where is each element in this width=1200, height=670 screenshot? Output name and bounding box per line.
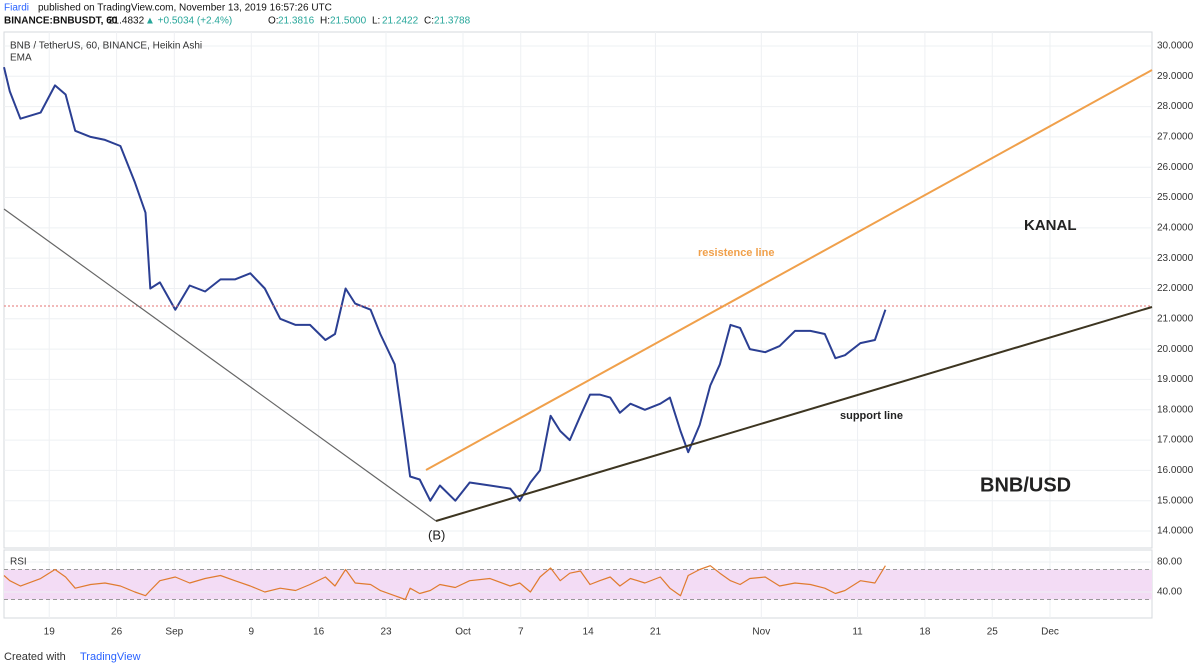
x-tick-label: Oct: [455, 627, 471, 638]
symbol: BINANCE:BNBUSDT, 60: [4, 16, 118, 27]
ohlc-item: O:: [268, 16, 279, 27]
y-tick-label: 40.00: [1157, 587, 1182, 598]
resistance-line: [425, 69, 1153, 471]
y-tick-label: 15.0000: [1157, 495, 1194, 506]
y-tick-label: 80.00: [1157, 557, 1182, 568]
annotation: support line: [840, 410, 903, 422]
ohlc-item: 21.3788: [434, 16, 471, 27]
layers: 19 26 Sep 9 16 23 Oct 7 14 21 Nov 11 18 25 Dec 14.0000 1…: [3, 32, 1194, 638]
published: published on TradingView.com, November 1…: [38, 3, 332, 14]
footer-brand: TradingView: [80, 651, 141, 663]
annotation: BNB/USD: [980, 474, 1071, 496]
rsi-band: [4, 569, 1152, 600]
support-line: [435, 306, 1153, 522]
x-tick-label: 26: [111, 627, 123, 638]
x-tick-label: 25: [987, 627, 999, 638]
x-tick-label: Nov: [752, 627, 770, 638]
x-tick-label: Dec: [1041, 627, 1059, 638]
y-tick-label: 17.0000: [1157, 435, 1194, 446]
y-tick-label: 16.0000: [1157, 465, 1194, 476]
ohlc-item: 21.2422: [382, 16, 419, 27]
x-tick-label: 23: [380, 627, 392, 638]
y-tick-label: 23.0000: [1157, 253, 1194, 264]
y-tick-label: 19.0000: [1157, 374, 1194, 385]
ohlc-item: L:: [372, 16, 380, 27]
trend-line: [3, 208, 437, 522]
pane-title: BNB / TetherUS, 60, BINANCE, Heikin Ashi: [10, 41, 202, 52]
x-tick-label: 18: [919, 627, 931, 638]
annotation: (B): [428, 527, 445, 542]
x-tick-label: 11: [852, 627, 863, 638]
y-tick-label: 18.0000: [1157, 404, 1194, 415]
price-pane: [3, 31, 1153, 549]
y-tick-label: 27.0000: [1157, 132, 1194, 143]
y-tick-label: 21.0000: [1157, 313, 1194, 324]
series-line: [3, 66, 887, 502]
annotation: KANAL: [1024, 217, 1077, 234]
x-tick-label: 14: [583, 627, 595, 638]
x-tick-label: 9: [249, 627, 255, 638]
x-tick-label: Sep: [165, 627, 183, 638]
y-tick-label: 29.0000: [1157, 71, 1194, 82]
rsi-title: RSI: [10, 557, 27, 568]
y-tick-label: 20.0000: [1157, 344, 1194, 355]
y-tick-label: 25.0000: [1157, 192, 1194, 203]
x-tick-label: 7: [518, 627, 524, 638]
y-tick-label: 24.0000: [1157, 222, 1194, 233]
x-tick-label: 19: [44, 627, 56, 638]
x-tick-label: 16: [313, 627, 325, 638]
series-line: [3, 565, 886, 601]
last-price: 21.4832: [108, 16, 145, 27]
ohlc-item: 21.3816: [278, 16, 315, 27]
price-change: ▲ +0.5034 (+2.4%): [145, 16, 232, 27]
y-tick-label: 22.0000: [1157, 283, 1194, 294]
y-tick-label: 14.0000: [1157, 526, 1194, 537]
ohlc: O: 21.3816 H: 21.5000 L: 21.2422 C: 21.3788: [268, 16, 471, 27]
ohlc-item: H:: [320, 16, 330, 27]
annotation: resistence line: [698, 247, 774, 259]
ohlc-item: 21.5000: [330, 16, 367, 27]
y-tick-label: 30.0000: [1157, 41, 1194, 52]
x-tick-label: 21: [650, 627, 662, 638]
ohlc-item: C:: [424, 16, 434, 27]
y-tick-label: 28.0000: [1157, 101, 1194, 112]
legend-entry: EMA: [10, 53, 32, 64]
publisher: Fiardi: [4, 3, 29, 14]
footer: Created with: [4, 651, 66, 663]
y-tick-label: 26.0000: [1157, 162, 1194, 173]
